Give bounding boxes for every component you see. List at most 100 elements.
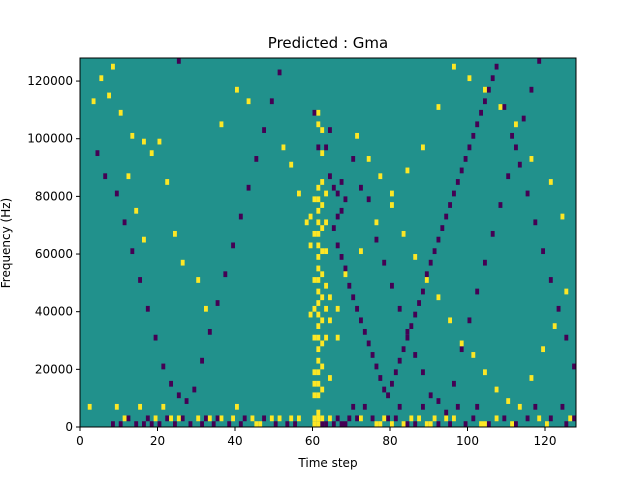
heatmap-cell-high: [316, 346, 321, 353]
heatmap-cell-high: [316, 277, 321, 283]
heatmap-cell-low: [320, 421, 325, 427]
x-tick-label: 40: [227, 434, 242, 448]
heatmap-cell-low: [397, 357, 402, 364]
heatmap-cell-low: [200, 421, 205, 427]
heatmap-cell-low: [176, 58, 181, 64]
heatmap-cell-high: [324, 305, 329, 312]
heatmap-cell-high: [312, 196, 317, 203]
heatmap-cell-low: [347, 282, 352, 289]
heatmap-cell-high: [312, 369, 317, 376]
heatmap-cell-low: [440, 225, 445, 231]
heatmap-cell-high: [165, 179, 170, 185]
heatmap-cell-high: [316, 109, 321, 116]
heatmap-cell-low: [246, 184, 251, 191]
heatmap-cell-low: [502, 104, 507, 110]
heatmap-cell-high: [560, 213, 565, 220]
heatmap-cell-high: [483, 86, 487, 93]
heatmap-cell-low: [397, 305, 402, 312]
heatmap-cell-high: [390, 202, 394, 208]
heatmap-cell-high: [235, 86, 239, 93]
heatmap-cell-high: [316, 219, 321, 226]
heatmap-cell-low: [227, 421, 232, 427]
heatmap-cell-high: [548, 179, 553, 185]
heatmap-cell-low: [231, 242, 236, 249]
heatmap-cell-low: [339, 179, 344, 185]
heatmap-cell-high: [153, 415, 158, 422]
heatmap-cell-low: [517, 161, 522, 168]
heatmap-cell-low: [215, 300, 220, 306]
heatmap-cell-low: [455, 403, 460, 410]
heatmap-cell-low: [355, 305, 360, 312]
heatmap-cell-high: [320, 271, 325, 278]
heatmap-cell-low: [192, 386, 197, 393]
heatmap-cell-low: [436, 398, 441, 404]
heatmap-cell-low: [328, 173, 332, 180]
heatmap-cell-low: [312, 109, 317, 116]
heatmap-cell-low: [525, 190, 530, 197]
heatmap-cell-low: [494, 63, 499, 70]
heatmap-cell-low: [393, 415, 398, 422]
y-axis-label: Frequency (Hz): [0, 198, 13, 289]
heatmap-cell-high: [498, 104, 503, 110]
heatmap-cell-high: [382, 415, 387, 422]
heatmap-cell-low: [463, 156, 468, 162]
heatmap-cells: [87, 58, 577, 427]
heatmap-cell-low: [483, 259, 487, 266]
heatmap-cell-high: [149, 150, 154, 157]
heatmap-cell-high: [142, 138, 146, 145]
heatmap-cell-low: [444, 213, 449, 220]
heatmap-cell-high: [378, 173, 383, 180]
heatmap-cell-low: [273, 421, 278, 427]
heatmap-cell-high: [204, 305, 208, 312]
heatmap-cell-high: [316, 392, 321, 399]
heatmap-cell-high: [328, 294, 332, 301]
heatmap-cell-high: [126, 173, 131, 180]
heatmap-cell-low: [405, 334, 410, 341]
heatmap-cell-low: [417, 300, 422, 306]
heatmap-cell-high: [316, 421, 321, 427]
heatmap-cell-low: [483, 98, 487, 105]
heatmap-cell-low: [405, 328, 410, 335]
heatmap-cell-high: [219, 415, 224, 422]
heatmap-cell-low: [343, 196, 348, 203]
heatmap-cell-low: [548, 277, 553, 283]
heatmap-cell-low: [428, 259, 433, 266]
heatmap-cell-high: [529, 156, 534, 162]
heatmap-cell-low: [238, 213, 243, 220]
heatmap-cell-low: [366, 340, 371, 347]
heatmap-cell-low: [436, 236, 441, 243]
heatmap-cell-high: [436, 294, 441, 301]
heatmap-cell-low: [122, 219, 127, 226]
heatmap-cell-low: [490, 75, 495, 82]
x-tick-label: 20: [150, 434, 165, 448]
heatmap-cell-low: [421, 288, 425, 295]
heatmap-cell-low: [525, 415, 530, 422]
heatmap-cell-high: [316, 334, 321, 341]
heatmap-cell-high: [359, 415, 363, 422]
heatmap-cell-high: [316, 300, 321, 306]
heatmap-cell-low: [362, 328, 367, 335]
heatmap-cell-low: [335, 415, 340, 422]
heatmap-cell-high: [281, 144, 286, 151]
heatmap-cell-high: [180, 259, 185, 266]
heatmap-cell-high: [219, 121, 224, 128]
heatmap-cell-low: [452, 190, 456, 197]
heatmap-cell-low: [486, 86, 491, 93]
heatmap-cell-low: [401, 346, 406, 353]
heatmap-cell-low: [393, 369, 398, 376]
heatmap-cell-high: [320, 179, 325, 185]
heatmap-cell-high: [517, 403, 522, 410]
heatmap-cell-low: [339, 254, 344, 260]
heatmap-cell-low: [459, 167, 464, 174]
heatmap-cell-high: [479, 421, 484, 427]
heatmap-cell-high: [312, 415, 317, 422]
heatmap-cell-high: [308, 213, 313, 220]
heatmap-cell-high: [324, 334, 329, 341]
heatmap-cell-low: [564, 421, 569, 427]
heatmap-cell-low: [324, 421, 329, 427]
heatmap-cell-low: [421, 369, 425, 376]
heatmap-cell-low: [459, 346, 464, 353]
heatmap-cell-high: [169, 415, 174, 422]
heatmap-cell-high: [514, 121, 518, 128]
heatmap-cell-low: [572, 415, 577, 422]
